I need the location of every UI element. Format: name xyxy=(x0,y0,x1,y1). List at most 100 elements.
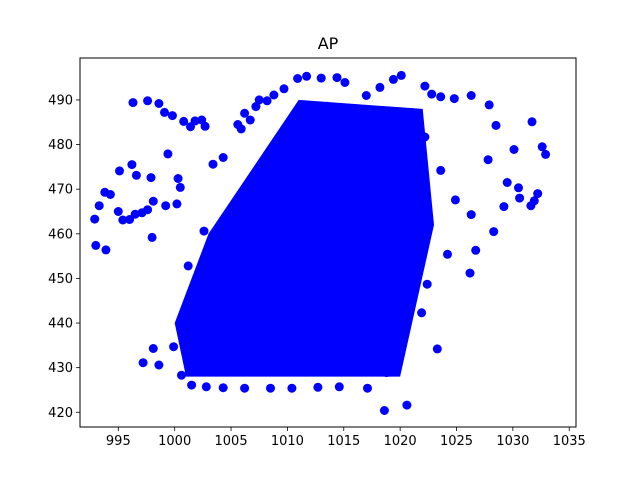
data-point xyxy=(190,116,200,126)
data-point xyxy=(128,98,138,108)
data-point xyxy=(146,173,156,183)
data-point xyxy=(302,71,312,81)
data-point xyxy=(143,96,153,106)
data-point xyxy=(131,170,141,180)
data-point xyxy=(427,89,437,99)
data-point xyxy=(332,73,342,83)
data-point xyxy=(163,149,173,159)
data-point xyxy=(245,115,255,125)
data-point xyxy=(382,368,392,378)
data-point xyxy=(360,263,370,273)
data-point xyxy=(443,249,452,259)
data-point xyxy=(514,183,523,193)
data-point xyxy=(484,100,494,110)
data-point xyxy=(330,157,340,167)
data-point xyxy=(160,107,169,117)
y-tick-label: 470 xyxy=(48,183,73,198)
data-point xyxy=(175,182,185,192)
data-point xyxy=(148,196,158,206)
data-point xyxy=(297,306,307,316)
data-point xyxy=(344,225,354,235)
data-point xyxy=(262,96,272,106)
data-point xyxy=(317,206,327,216)
data-point xyxy=(396,331,406,341)
data-point xyxy=(138,358,148,368)
data-point xyxy=(509,145,519,154)
x-axis: 995 1000 1005 1010 1015 1020 1025 1030 1035 xyxy=(106,427,586,449)
data-point xyxy=(406,248,416,258)
data-point xyxy=(240,108,250,118)
data-point xyxy=(241,234,251,244)
data-point xyxy=(296,176,306,186)
data-point xyxy=(127,160,137,170)
data-point xyxy=(436,165,446,175)
data-point xyxy=(422,279,432,289)
data-point xyxy=(91,240,101,250)
data-point xyxy=(218,153,228,162)
data-point xyxy=(388,74,398,84)
x-tick-label: 1020 xyxy=(384,434,417,449)
data-point xyxy=(279,84,289,94)
data-point xyxy=(348,121,358,131)
x-tick-label: 1035 xyxy=(553,434,586,449)
plot-frame xyxy=(79,57,577,428)
data-point xyxy=(491,120,501,130)
data-point xyxy=(361,91,371,100)
data-point xyxy=(269,90,279,100)
data-point xyxy=(269,163,279,173)
data-point xyxy=(90,214,100,224)
data-point xyxy=(208,159,218,169)
x-tick-label: 1005 xyxy=(215,434,248,449)
data-point xyxy=(408,182,417,191)
data-point xyxy=(537,142,547,152)
data-point xyxy=(316,73,326,83)
data-point xyxy=(396,70,406,80)
data-point xyxy=(340,78,350,87)
data-point xyxy=(204,335,213,345)
data-point xyxy=(235,348,245,358)
data-point xyxy=(200,121,210,131)
data-point xyxy=(154,99,164,108)
data-point xyxy=(130,209,140,219)
data-point xyxy=(334,382,344,392)
data-point xyxy=(502,178,512,187)
y-tick-label: 480 xyxy=(48,138,73,153)
data-point xyxy=(368,127,378,137)
data-point xyxy=(375,82,385,92)
data-point xyxy=(402,400,412,410)
data-point xyxy=(489,227,499,237)
data-point xyxy=(353,182,363,192)
data-point xyxy=(172,199,182,209)
data-point xyxy=(167,111,177,121)
data-point xyxy=(143,205,153,215)
data-point xyxy=(199,226,209,236)
y-tick-label: 440 xyxy=(48,317,73,332)
data-point xyxy=(266,383,275,393)
chart-title: AP xyxy=(318,34,339,53)
data-point xyxy=(169,342,179,352)
data-point xyxy=(220,317,230,327)
x-tick-label: 1000 xyxy=(158,434,191,449)
x-tick-label: 1015 xyxy=(327,434,360,449)
data-point xyxy=(420,81,430,91)
data-point xyxy=(187,380,197,390)
data-point xyxy=(343,313,353,323)
data-point xyxy=(218,383,228,393)
data-point xyxy=(376,201,386,211)
data-point xyxy=(118,215,128,225)
data-point xyxy=(113,207,123,216)
data-point xyxy=(94,201,104,211)
data-point xyxy=(201,382,211,392)
data-point xyxy=(254,95,264,105)
data-point xyxy=(240,383,250,393)
data-point xyxy=(115,166,124,176)
data-point xyxy=(449,94,459,104)
data-point xyxy=(379,406,389,415)
data-point xyxy=(293,74,303,83)
data-point xyxy=(465,268,475,278)
data-point xyxy=(363,383,372,393)
data-point xyxy=(313,250,323,260)
data-point xyxy=(515,193,525,203)
data-point xyxy=(423,211,433,221)
